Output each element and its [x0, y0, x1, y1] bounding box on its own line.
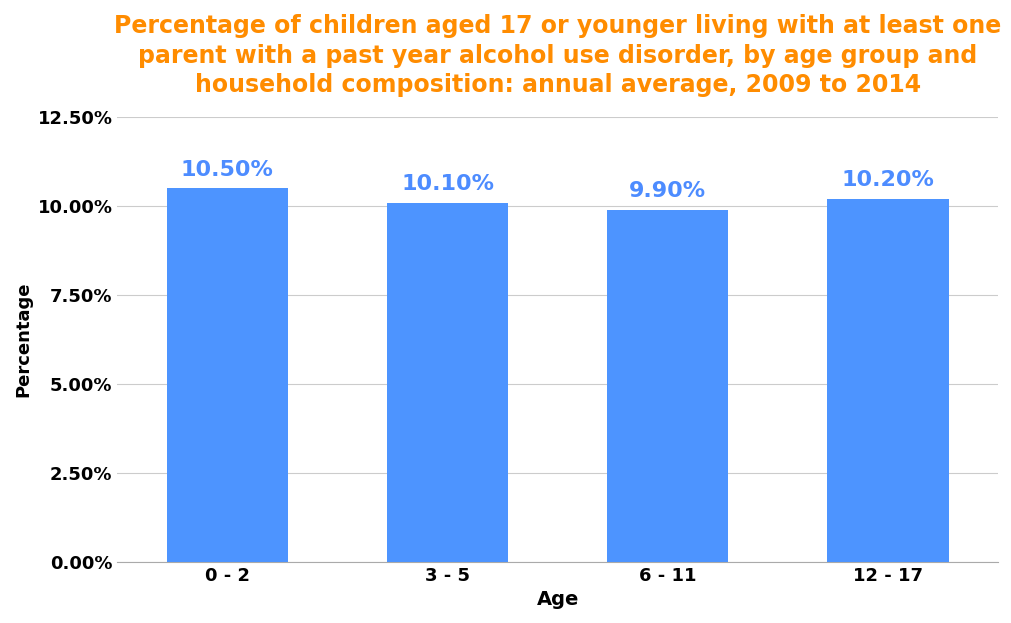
Title: Percentage of children aged 17 or younger living with at least one
parent with a: Percentage of children aged 17 or younge…: [114, 14, 1000, 97]
Text: 10.10%: 10.10%: [400, 174, 493, 194]
Bar: [607, 210, 728, 562]
Bar: [827, 199, 947, 562]
Text: 10.50%: 10.50%: [181, 159, 274, 179]
Bar: [167, 188, 288, 562]
X-axis label: Age: Age: [536, 590, 578, 609]
Y-axis label: Percentage: Percentage: [14, 282, 32, 397]
Text: 9.90%: 9.90%: [629, 181, 706, 201]
Text: 10.20%: 10.20%: [841, 170, 933, 190]
Bar: [386, 202, 508, 562]
